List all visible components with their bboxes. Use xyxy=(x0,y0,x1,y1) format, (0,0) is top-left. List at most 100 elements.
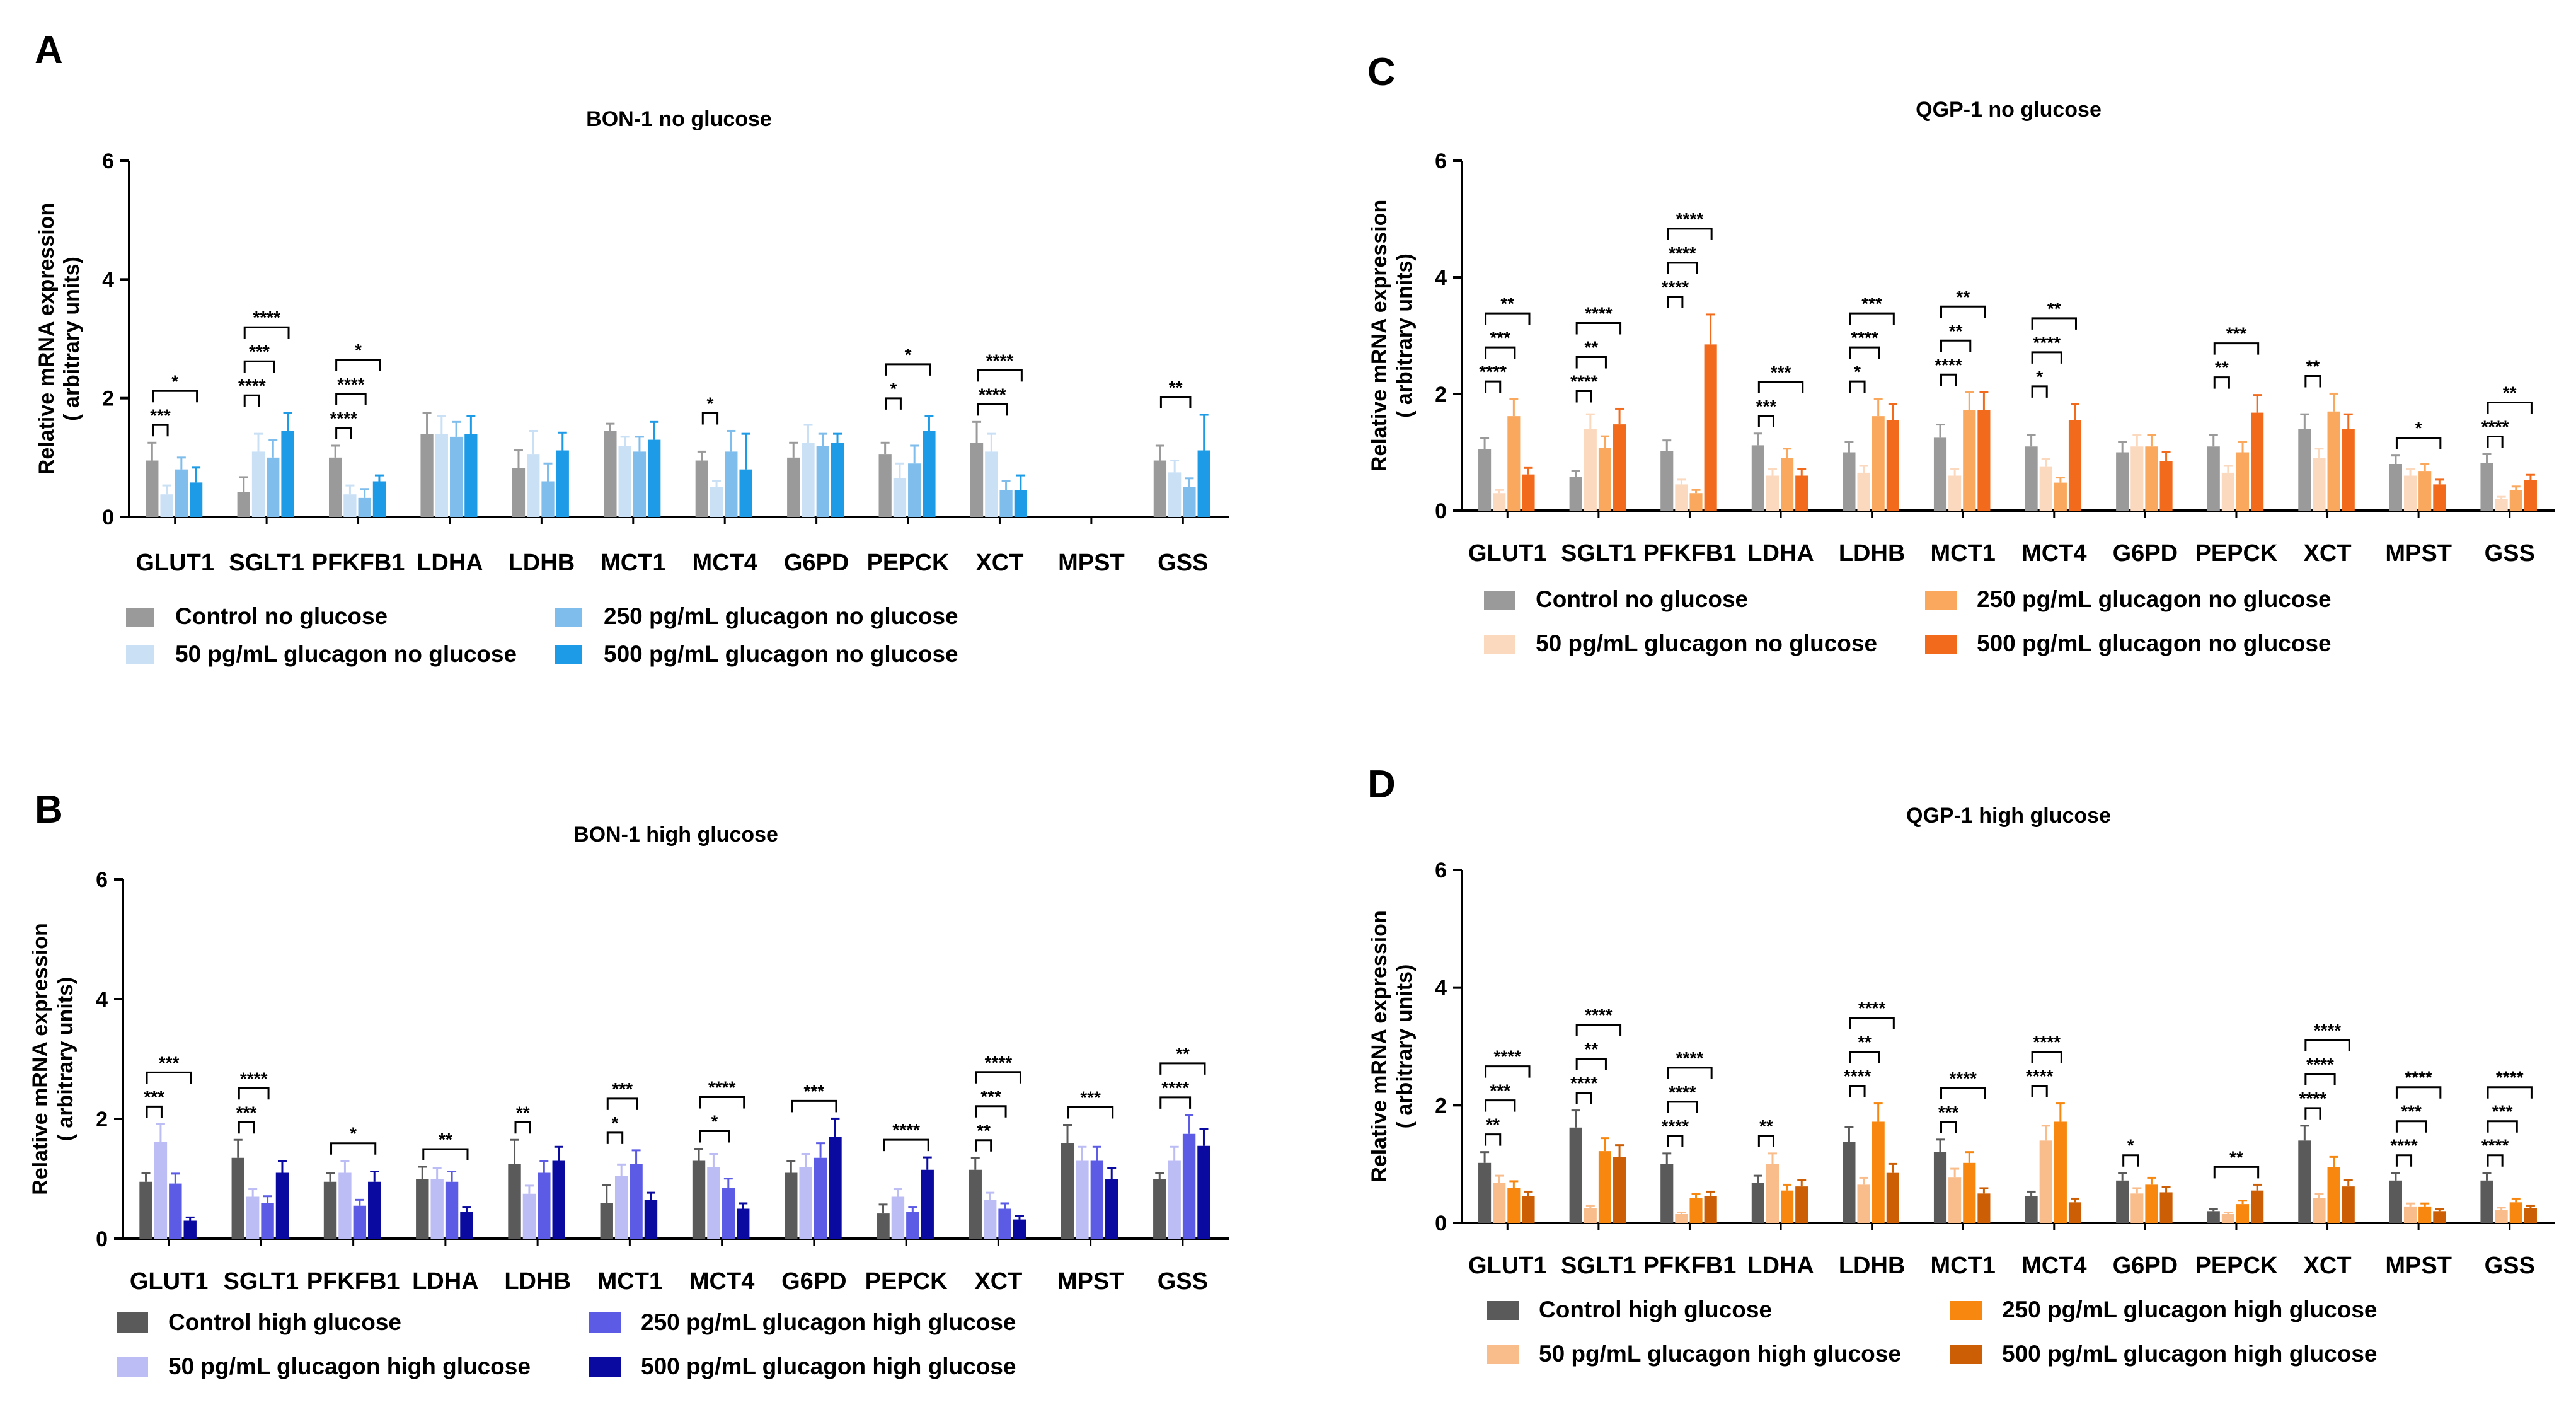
significance-label: *** xyxy=(2226,324,2247,344)
panel-letter: B xyxy=(35,788,63,831)
bar xyxy=(275,1172,289,1239)
bar xyxy=(891,1196,905,1239)
bar xyxy=(921,1169,934,1239)
bar xyxy=(189,482,203,517)
legend-swatch xyxy=(117,1312,148,1333)
y-tick-label: 0 xyxy=(1435,499,1447,523)
bar xyxy=(725,451,738,517)
significance-label: **** xyxy=(1662,1116,1689,1136)
bar xyxy=(908,463,921,517)
significance-bracket xyxy=(2395,437,2442,449)
significance-bracket xyxy=(975,1105,1007,1118)
significance-bracket xyxy=(1849,1085,1866,1097)
legend-label: Control high glucose xyxy=(1539,1297,1772,1322)
significance-bracket xyxy=(335,393,367,405)
bar xyxy=(787,457,800,517)
bar xyxy=(2495,499,2508,511)
significance-bracket xyxy=(606,1131,624,1144)
legend-swatch xyxy=(555,608,582,627)
significance-bracket xyxy=(1757,415,1774,427)
bar xyxy=(2313,458,2326,511)
bar xyxy=(1933,437,1947,511)
significance-bracket xyxy=(1849,380,1866,393)
bar xyxy=(1675,484,1688,511)
significance-bracket xyxy=(238,1121,255,1134)
bar xyxy=(2145,1184,2158,1223)
bar xyxy=(261,1203,274,1239)
bar xyxy=(802,443,815,517)
x-tick-label: MPST xyxy=(1057,1268,1124,1295)
bar xyxy=(1153,460,1167,517)
significance-bracket xyxy=(2213,1166,2260,1179)
significance-label: **** xyxy=(253,308,280,327)
x-tick-label: LDHB xyxy=(509,550,575,576)
bar xyxy=(175,469,188,517)
bar xyxy=(329,457,342,517)
bar xyxy=(630,1164,643,1239)
x-tick-label: MCT4 xyxy=(692,550,757,576)
bar xyxy=(1507,416,1521,511)
bar xyxy=(464,434,478,517)
significance-label: *** xyxy=(612,1079,633,1099)
x-tick-label: GLUT1 xyxy=(130,1268,209,1295)
significance-bracket xyxy=(422,1148,469,1160)
significance-label: *** xyxy=(2401,1102,2422,1121)
significance-label: **** xyxy=(1844,1067,1872,1086)
y-axis-label: Relative mRNA expression xyxy=(1367,200,1391,472)
significance-bracket xyxy=(243,360,275,373)
bar xyxy=(1584,429,1597,511)
y-tick-label: 6 xyxy=(1435,859,1447,882)
bar xyxy=(604,431,617,517)
x-tick-label: G6PD xyxy=(2113,540,2178,567)
y-tick-label: 2 xyxy=(1435,383,1447,407)
bar xyxy=(2342,1186,2355,1223)
bar xyxy=(1675,1214,1688,1223)
significance-label: **** xyxy=(2481,1136,2509,1155)
significance-bracket xyxy=(791,1099,837,1113)
bar xyxy=(2403,475,2417,511)
panel-letter: D xyxy=(1367,763,1396,806)
panel-letter: A xyxy=(35,28,63,72)
bar xyxy=(2130,446,2144,511)
bar xyxy=(739,469,752,517)
significance-label: *** xyxy=(1490,1081,1510,1101)
bar xyxy=(707,1167,720,1239)
panel-c: C QGP-1 no glucose Relative mRNA expressio… xyxy=(1367,50,2555,656)
bar xyxy=(1598,1151,1612,1223)
significance-bracket xyxy=(1849,1017,1895,1029)
significance-label: ** xyxy=(1500,294,1514,313)
significance-bracket xyxy=(977,403,1008,416)
significance-bracket xyxy=(2031,317,2077,330)
significance-bracket xyxy=(243,326,290,339)
legend-swatch xyxy=(555,645,582,664)
x-tick-label: PFKFB1 xyxy=(1643,1253,1737,1279)
x-tick-label: SGLT1 xyxy=(224,1268,299,1295)
significance-bracket xyxy=(1667,262,1698,274)
significance-bracket xyxy=(1757,1135,1774,1147)
y-tick-label: 2 xyxy=(96,1108,108,1131)
significance-bracket xyxy=(1667,1135,1684,1147)
bar xyxy=(368,1181,381,1239)
significance-bracket xyxy=(152,424,169,437)
bar xyxy=(2389,1180,2402,1223)
x-tick-label: GLUT1 xyxy=(135,550,214,576)
bar xyxy=(1781,1190,1794,1223)
bar xyxy=(2236,452,2250,511)
bar xyxy=(2327,1167,2340,1223)
bar xyxy=(2116,1180,2129,1223)
y-tick-label: 2 xyxy=(102,387,114,411)
bar xyxy=(1168,472,1182,517)
significance-label: *** xyxy=(2492,1102,2513,1121)
bar xyxy=(998,1208,1011,1239)
bar xyxy=(2054,482,2067,511)
significance-bracket xyxy=(1485,1065,1531,1078)
significance-bracket xyxy=(1485,1099,1516,1112)
bar xyxy=(1977,410,1991,511)
x-tick-label: PFKFB1 xyxy=(1643,540,1737,567)
x-tick-label: LDHA xyxy=(417,550,483,576)
significance-bracket xyxy=(606,1097,638,1110)
significance-bracket xyxy=(2031,385,2048,398)
significance-label: * xyxy=(905,345,912,364)
legend-label: 50 pg/mL glucagon no glucose xyxy=(1536,630,1877,656)
bar xyxy=(2039,466,2052,511)
